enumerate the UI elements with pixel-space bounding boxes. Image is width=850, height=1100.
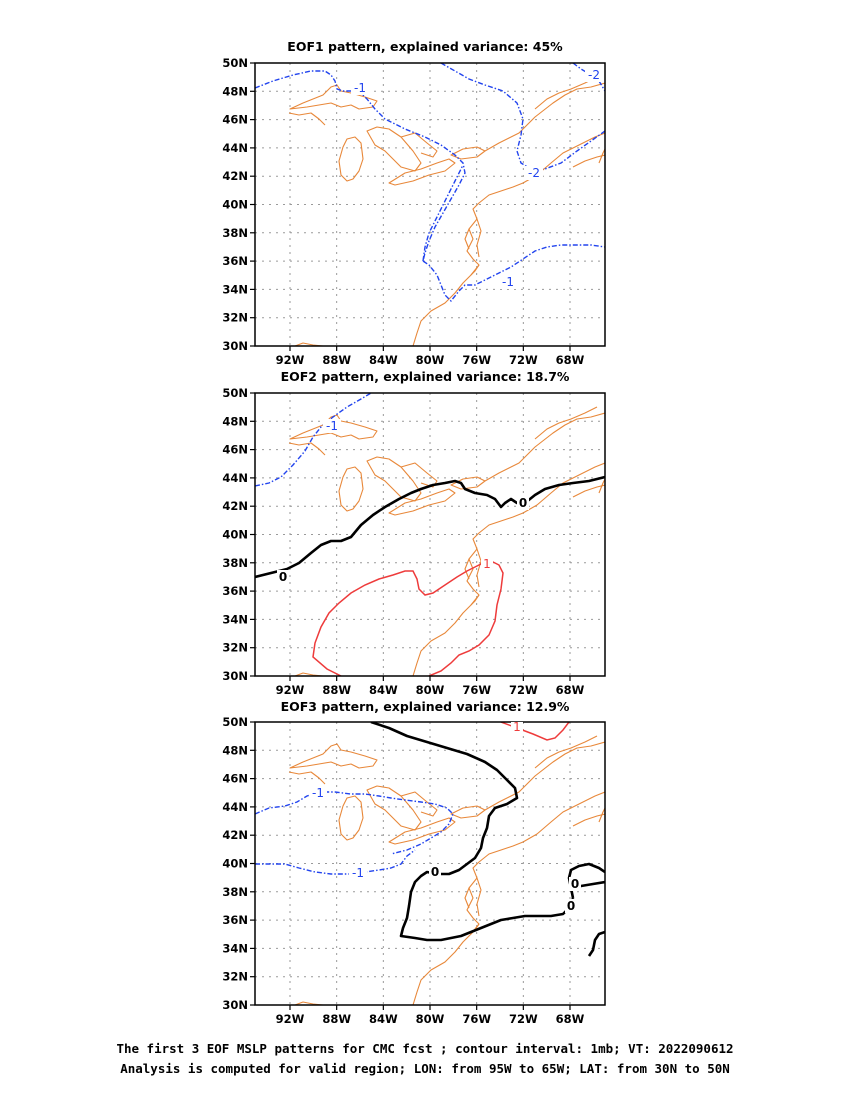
panel-1-map: -1 -2 -1 -2 50N 48N 46N 44N 42N 40N 38N 36N 34N 3…	[222, 56, 606, 367]
panel-3-contour-zero-main	[370, 722, 575, 942]
panel-1-gridlines	[255, 63, 605, 346]
panel-2-contour-label: 0	[279, 570, 287, 584]
lat-tick-label: 36N	[222, 584, 248, 598]
lon-tick-label: 88W	[322, 353, 351, 367]
lat-tick-label: 42N	[222, 828, 248, 842]
lon-tick-label: 76W	[462, 353, 491, 367]
panel-2-gridlines	[255, 393, 605, 676]
lon-tick-label: 88W	[322, 1012, 351, 1026]
lon-tick-label: 92W	[276, 683, 305, 697]
lat-tick-label: 40N	[222, 857, 248, 871]
lat-tick-label: 46N	[222, 443, 248, 457]
panel-2-contour-label: 0	[519, 496, 527, 510]
panel-2-contour-zero	[255, 475, 605, 579]
panel-3-contour-label: -1	[312, 786, 324, 800]
lon-tick-label: 84W	[369, 353, 398, 367]
panel-2-contour-label: -1	[326, 419, 338, 433]
panel-3-contour-zero-east	[572, 880, 605, 957]
panel-3-lat-ticks: 50N 48N 46N 44N 42N 40N 38N 36N 34N 32N 30N	[222, 715, 255, 1012]
lon-tick-label: 76W	[462, 1012, 491, 1026]
lon-tick-label: 68W	[556, 1012, 585, 1026]
lat-tick-label: 50N	[222, 715, 248, 729]
lat-tick-label: 38N	[222, 885, 248, 899]
lat-tick-label: 32N	[222, 641, 248, 655]
lon-tick-label: 80W	[416, 683, 445, 697]
lat-tick-label: 34N	[222, 941, 248, 955]
caption-line-1: The first 3 EOF MSLP patterns for CMC fc…	[116, 1041, 734, 1056]
lat-tick-label: 48N	[222, 743, 248, 757]
panel-2-lon-ticks: 92W 88W 84W 80W 76W 72W 68W	[276, 676, 585, 697]
lat-tick-label: 30N	[222, 998, 248, 1012]
lat-tick-label: 44N	[222, 800, 248, 814]
lon-tick-label: 80W	[416, 1012, 445, 1026]
lon-tick-label: 76W	[462, 683, 491, 697]
lat-tick-label: 44N	[222, 141, 248, 155]
panel-3-lon-ticks: 92W 88W 84W 80W 76W 72W 68W	[276, 1005, 585, 1026]
panel-1-contour-neg1-south	[422, 244, 605, 303]
panel-2-title: EOF2 pattern, explained variance: 18.7%	[281, 369, 570, 384]
panel-3-contour-label: 0	[571, 877, 579, 891]
lon-tick-label: 84W	[369, 683, 398, 697]
lon-tick-label: 68W	[556, 683, 585, 697]
lon-tick-label: 72W	[509, 353, 538, 367]
panel-3-contour-label: 0	[567, 899, 575, 913]
lon-tick-label: 72W	[509, 683, 538, 697]
lat-tick-label: 38N	[222, 226, 248, 240]
panel-1-contour-neg1-north	[255, 70, 466, 262]
lat-tick-label: 50N	[222, 386, 248, 400]
lat-tick-label: 40N	[222, 198, 248, 212]
panel-1-contour-label: -1	[354, 81, 366, 95]
lat-tick-label: 38N	[222, 556, 248, 570]
lon-tick-label: 80W	[416, 353, 445, 367]
lat-tick-label: 48N	[222, 414, 248, 428]
lat-tick-label: 48N	[222, 84, 248, 98]
panel-2-lat-ticks: 50N 48N 46N 44N 42N 40N 38N 36N 34N 32N 30N	[222, 386, 255, 683]
lat-tick-label: 42N	[222, 499, 248, 513]
lat-tick-label: 44N	[222, 471, 248, 485]
panel-3-map: -1 -1 0 0 0 1 50N 48N 46N 44N 42N 40N 38N 36N 34…	[222, 715, 606, 1026]
lon-tick-label: 84W	[369, 1012, 398, 1026]
panel-2-contours	[255, 393, 605, 676]
panel-1-lat-ticks: 50N 48N 46N 44N 42N 40N 38N 36N 34N 32N 30N	[222, 56, 255, 353]
lat-tick-label: 34N	[222, 282, 248, 296]
panel-2-map: -1 0 0 1 50N 48N 46N 44N 42N 40N 38N 36N 34N 32N 3…	[222, 386, 606, 697]
lat-tick-label: 42N	[222, 169, 248, 183]
panel-3-contour-label: 1	[513, 720, 521, 734]
panel-1-contour-neg2-east	[440, 63, 605, 170]
panel-1-contour-label: -1	[502, 275, 514, 289]
panel-1-lon-ticks: 92W 88W 84W 80W 76W 72W 68W	[276, 346, 585, 367]
lat-tick-label: 30N	[222, 339, 248, 353]
lat-tick-label: 32N	[222, 970, 248, 984]
lat-tick-label: 30N	[222, 669, 248, 683]
lat-tick-label: 50N	[222, 56, 248, 70]
lat-tick-label: 46N	[222, 113, 248, 127]
panel-3-contour-neg1-lower	[255, 849, 416, 875]
panel-1-title: EOF1 pattern, explained variance: 45%	[287, 39, 563, 54]
lat-tick-label: 34N	[222, 612, 248, 626]
caption-line-2: Analysis is computed for valid region; L…	[120, 1061, 730, 1076]
panel-1-contour-neg1-west	[422, 164, 464, 262]
lat-tick-label: 36N	[222, 913, 248, 927]
panel-2-contour-label: 1	[483, 557, 491, 571]
panel-2-contour-neg1	[255, 393, 372, 487]
lon-tick-label: 92W	[276, 353, 305, 367]
panel-3-contour-neg1-upper	[255, 791, 454, 855]
lon-tick-label: 88W	[322, 683, 351, 697]
panel-1-contour-label: -2	[528, 166, 540, 180]
panel-3-title: EOF3 pattern, explained variance: 12.9%	[281, 699, 570, 714]
lon-tick-label: 68W	[556, 353, 585, 367]
lat-tick-label: 32N	[222, 311, 248, 325]
lon-tick-label: 92W	[276, 1012, 305, 1026]
panel-3-contour-label: 0	[431, 865, 439, 879]
lon-tick-label: 72W	[509, 1012, 538, 1026]
panel-2-contour-pos1	[312, 560, 504, 676]
lat-tick-label: 40N	[222, 528, 248, 542]
lat-tick-label: 36N	[222, 254, 248, 268]
panel-3-gridlines	[255, 722, 605, 1005]
panel-1-contour-label: -2	[588, 68, 600, 82]
lat-tick-label: 46N	[222, 772, 248, 786]
panel-3-contour-label: -1	[352, 866, 364, 880]
